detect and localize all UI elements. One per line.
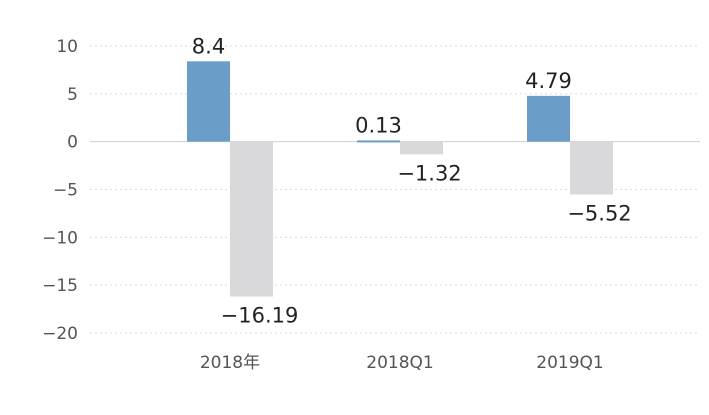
data-label: −1.32 xyxy=(397,161,461,185)
y-tick-label: 10 xyxy=(56,37,78,57)
bar xyxy=(230,141,273,297)
y-tick-label: −20 xyxy=(42,324,78,344)
data-label: −16.19 xyxy=(221,304,299,328)
x-category-label: 2018年 xyxy=(200,353,260,373)
x-category-label: 2018Q1 xyxy=(366,353,433,373)
data-labels: 8.4 −16.19 0.13 −1.32 4.79 −5.52 xyxy=(192,34,632,327)
bar xyxy=(187,61,230,142)
x-category-label: 2019Q1 xyxy=(536,353,603,373)
bar xyxy=(357,140,400,143)
bars xyxy=(187,61,613,297)
data-label: 8.4 xyxy=(192,34,225,58)
data-label: −5.52 xyxy=(567,201,631,225)
data-label: 4.79 xyxy=(525,69,572,93)
y-tick-label: −10 xyxy=(42,228,78,248)
data-label: 0.13 xyxy=(355,113,402,137)
y-tick-label: 5 xyxy=(67,85,78,105)
x-axis: 2018年 2018Q1 2019Q1 xyxy=(200,353,604,373)
y-axis: 10 5 0 −5 −10 −15 −20 xyxy=(42,37,78,344)
y-tick-label: −15 xyxy=(42,276,78,296)
bar xyxy=(400,141,443,155)
y-tick-label: −5 xyxy=(53,181,78,201)
bar xyxy=(570,141,613,195)
bar xyxy=(527,95,570,142)
y-tick-label: 0 xyxy=(67,133,78,153)
